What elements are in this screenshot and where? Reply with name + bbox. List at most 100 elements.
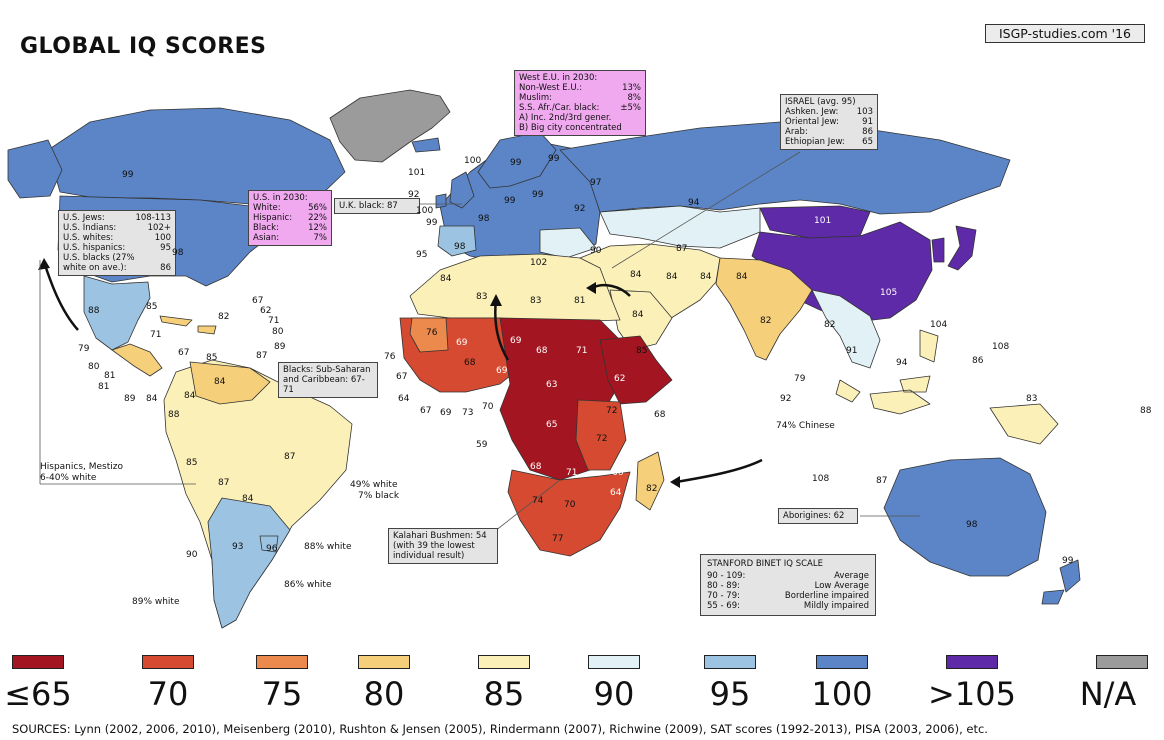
iq-label-zaf: 77	[552, 534, 564, 544]
iq-label-grd: 71	[268, 316, 280, 326]
stanford-row: 55 - 69: Mildly impaired	[707, 601, 869, 611]
hispanics-note-2: 6-40% white	[40, 473, 97, 483]
legend-label: ≤65	[4, 675, 72, 713]
us-groups-key: U.S. Jews:	[63, 213, 105, 223]
iq-label-mys: 92	[780, 394, 792, 404]
iq-label-fra2: 99	[426, 218, 438, 228]
iq-label-pak: 84	[736, 272, 748, 282]
legend-label: N/A	[1079, 675, 1137, 713]
iq-label-mrt: 76	[426, 328, 438, 338]
iq-label-mmr: 82	[824, 320, 836, 330]
iq-label-cpv: 76	[384, 352, 396, 362]
blacks-line-1: Blacks: Sub-Saharan	[283, 365, 371, 375]
iq-label-kor: 105	[940, 298, 958, 308]
iq-label-sgp: 108	[812, 474, 830, 484]
israel-key: Ashken. Jew:	[785, 107, 839, 117]
iq-label-som: 68	[654, 410, 666, 420]
iq-label-swe: 99	[510, 158, 522, 168]
iq-label-pry: 84	[242, 494, 254, 504]
blacks-line-2: and Caribbean: 67-71	[283, 375, 365, 395]
iq-label-pol: 99	[532, 190, 544, 200]
iq-label-ner: 69	[510, 336, 522, 346]
iq-label-tha: 91	[846, 346, 858, 356]
iq-label-col2: 84	[146, 394, 158, 404]
hispanics-note-1: Hispanics, Mestizo	[40, 462, 123, 472]
israel-key: ISRAEL (avg. 95)	[785, 97, 856, 107]
iq-label-ita: 102	[530, 258, 548, 268]
iq-label-jam: 67	[178, 348, 190, 358]
iq-label-fin: 99	[548, 154, 560, 164]
iq-label-cri: 81	[98, 382, 110, 392]
legend-label: 100	[811, 675, 873, 713]
us-groups-key: U.S. Indians:	[63, 223, 117, 233]
us-groups-value: 108-113	[135, 213, 171, 223]
iq-label-eth: 62	[614, 374, 626, 384]
new-zealand-region	[1041, 559, 1081, 605]
iq-label-brb: 89	[274, 342, 286, 352]
stanford-value: Average	[834, 571, 869, 581]
balkans-region	[539, 227, 597, 259]
iq-label-dom: 82	[218, 312, 230, 322]
kalahari-line-3: individual result)	[393, 551, 465, 561]
iq-label-vnm: 94	[896, 358, 908, 368]
iq-label-ven2: 87	[256, 351, 268, 361]
iq-label-dza: 83	[476, 292, 488, 302]
west-eu-row: S.S. Afr./Car. black: ±5%	[519, 103, 641, 113]
iq-label-moz: 66	[612, 468, 624, 478]
israel-row: ISRAEL (avg. 95)	[785, 97, 873, 107]
iq-label-fra: 98	[478, 214, 490, 224]
central-america-region	[111, 343, 163, 377]
iq-label-ven: 84	[214, 377, 226, 387]
us-2030-key: White:	[253, 203, 281, 213]
iq-label-nor: 100	[464, 156, 482, 166]
iq-label-ecu: 88	[168, 410, 180, 420]
iq-label-tcd: 68	[536, 346, 548, 356]
us-groups-key: white on ave.):	[63, 263, 127, 273]
us-groups-key: U.S. whites:	[63, 233, 114, 243]
iq-label-rus: 97	[590, 178, 602, 188]
west-eu-row: Muslim: 8%	[519, 93, 641, 103]
aborigines-box: Aborigines: 62	[778, 508, 858, 524]
israel-key: Oriental Jew:	[785, 117, 839, 127]
us-2030-key: Hispanic:	[253, 213, 293, 223]
iq-label-aus: 98	[966, 520, 978, 530]
se-asia-region	[811, 289, 881, 369]
iq-label-mwi: 64	[610, 488, 622, 498]
iq-label-uzb: 87	[676, 244, 688, 254]
us-2030-row: White: 56%	[253, 203, 327, 213]
arrow-madagascar	[675, 458, 763, 484]
philippines-region	[919, 329, 939, 363]
southern-cone	[207, 497, 291, 629]
stanford-scale-box: STANFORD BINET IQ SCALE 90 - 109: Average…	[700, 554, 876, 616]
iq-label-bol: 87	[218, 478, 230, 488]
legend-swatch	[946, 655, 998, 669]
israel-row: Oriental Jew: 91	[785, 117, 873, 127]
israel-row: Ashken. Jew: 103	[785, 107, 873, 117]
legend-label: 90	[593, 675, 635, 713]
iq-label-lca: 67	[252, 296, 264, 306]
brazil-black-note: 7% black	[358, 491, 400, 501]
iq-label-per: 85	[186, 458, 198, 468]
iq-label-ind: 82	[760, 316, 772, 326]
iq-label-lbr: 67	[420, 406, 432, 416]
iq-label-mar: 84	[440, 274, 452, 284]
chinese-note: 74% Chinese	[776, 421, 835, 431]
stanford-value: Low Average	[814, 581, 869, 591]
kalahari-line-2: (with 39 the lowest	[393, 541, 475, 551]
iq-label-gtm: 79	[78, 344, 90, 354]
west-eu-box: West E.U. in 2030: Non-West E.U.: 13% Musli…	[514, 70, 646, 136]
iq-label-deu: 99	[504, 196, 516, 206]
iq-label-mdg: 82	[646, 484, 658, 494]
iq-label-caf: 63	[546, 380, 558, 390]
legend-swatch	[12, 655, 64, 669]
west-eu-row: B) Big city concentrated	[519, 123, 641, 133]
iq-label-pri: 85	[206, 353, 218, 363]
iq-label-nga: 69	[496, 366, 508, 376]
legend-swatch	[704, 655, 756, 669]
iq-label-kaz: 94	[688, 198, 700, 208]
argentina-white-note: 86% white	[284, 580, 332, 590]
iq-label-cod: 65	[546, 420, 558, 430]
israel-box: ISRAEL (avg. 95) Ashken. Jew: 103 Oriental …	[780, 94, 878, 150]
us-2030-value: 12%	[308, 223, 327, 233]
